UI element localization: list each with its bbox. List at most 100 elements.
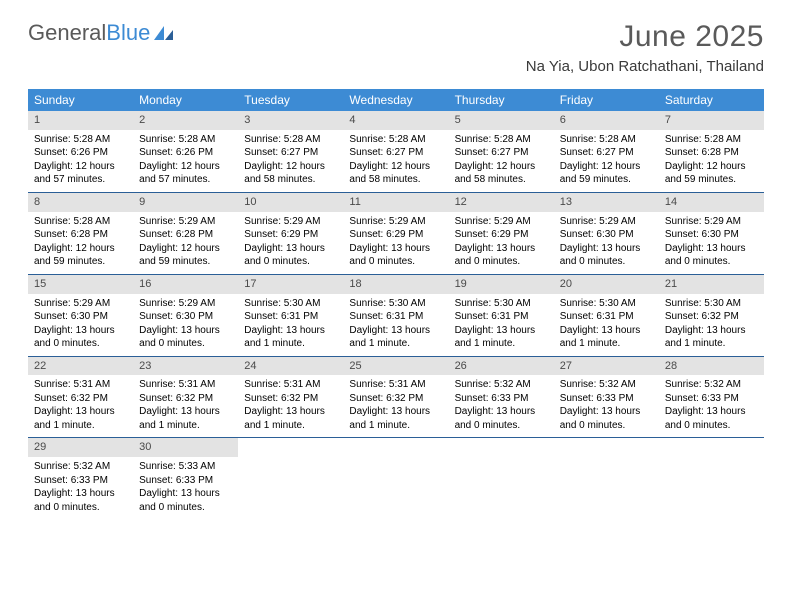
calendar-cell: 26Sunrise: 5:32 AMSunset: 6:33 PMDayligh…: [449, 357, 554, 438]
day-header: Thursday: [449, 89, 554, 111]
day-number: 10: [238, 193, 343, 212]
day-body: Sunrise: 5:29 AMSunset: 6:30 PMDaylight:…: [133, 294, 238, 356]
calendar-week: 15Sunrise: 5:29 AMSunset: 6:30 PMDayligh…: [28, 275, 764, 357]
calendar-week: 22Sunrise: 5:31 AMSunset: 6:32 PMDayligh…: [28, 357, 764, 439]
day-number: 7: [659, 111, 764, 130]
daylight-line: Daylight: 13 hours and 1 minute.: [34, 405, 127, 432]
sunrise-line: Sunrise: 5:28 AM: [139, 133, 232, 147]
day-number: 27: [554, 357, 659, 376]
day-body: Sunrise: 5:28 AMSunset: 6:27 PMDaylight:…: [343, 130, 448, 192]
day-body: Sunrise: 5:33 AMSunset: 6:33 PMDaylight:…: [133, 457, 238, 519]
sunset-line: Sunset: 6:31 PM: [244, 310, 337, 324]
calendar-cell: .: [659, 438, 764, 519]
logo-text-2: Blue: [106, 20, 150, 46]
calendar-cell: 5Sunrise: 5:28 AMSunset: 6:27 PMDaylight…: [449, 111, 554, 192]
day-body: Sunrise: 5:28 AMSunset: 6:28 PMDaylight:…: [659, 130, 764, 192]
day-number: 8: [28, 193, 133, 212]
daylight-line: Daylight: 13 hours and 1 minute.: [455, 324, 548, 351]
day-body: Sunrise: 5:28 AMSunset: 6:27 PMDaylight:…: [554, 130, 659, 192]
calendar-week: 29Sunrise: 5:32 AMSunset: 6:33 PMDayligh…: [28, 438, 764, 519]
sunrise-line: Sunrise: 5:31 AM: [34, 378, 127, 392]
calendar-cell: 18Sunrise: 5:30 AMSunset: 6:31 PMDayligh…: [343, 275, 448, 356]
day-body: Sunrise: 5:30 AMSunset: 6:31 PMDaylight:…: [238, 294, 343, 356]
header: GeneralBlue June 2025 Na Yia, Ubon Ratch…: [0, 0, 792, 79]
sunset-line: Sunset: 6:27 PM: [244, 146, 337, 160]
daylight-line: Daylight: 12 hours and 58 minutes.: [244, 160, 337, 187]
sunset-line: Sunset: 6:27 PM: [560, 146, 653, 160]
daylight-line: Daylight: 12 hours and 57 minutes.: [34, 160, 127, 187]
sunrise-line: Sunrise: 5:28 AM: [665, 133, 758, 147]
sunset-line: Sunset: 6:32 PM: [34, 392, 127, 406]
day-body: Sunrise: 5:32 AMSunset: 6:33 PMDaylight:…: [659, 375, 764, 437]
calendar-cell: 27Sunrise: 5:32 AMSunset: 6:33 PMDayligh…: [554, 357, 659, 438]
day-number: 3: [238, 111, 343, 130]
sunrise-line: Sunrise: 5:29 AM: [349, 215, 442, 229]
calendar-cell: .: [554, 438, 659, 519]
sunrise-line: Sunrise: 5:30 AM: [349, 297, 442, 311]
daylight-line: Daylight: 13 hours and 0 minutes.: [349, 242, 442, 269]
day-header: Sunday: [28, 89, 133, 111]
day-body: Sunrise: 5:31 AMSunset: 6:32 PMDaylight:…: [343, 375, 448, 437]
sunrise-line: Sunrise: 5:28 AM: [560, 133, 653, 147]
daylight-line: Daylight: 12 hours and 59 minutes.: [34, 242, 127, 269]
daylight-line: Daylight: 12 hours and 58 minutes.: [455, 160, 548, 187]
sunset-line: Sunset: 6:33 PM: [560, 392, 653, 406]
daylight-line: Daylight: 12 hours and 58 minutes.: [349, 160, 442, 187]
calendar-cell: 12Sunrise: 5:29 AMSunset: 6:29 PMDayligh…: [449, 193, 554, 274]
calendar-cell: 13Sunrise: 5:29 AMSunset: 6:30 PMDayligh…: [554, 193, 659, 274]
day-body: Sunrise: 5:29 AMSunset: 6:30 PMDaylight:…: [659, 212, 764, 274]
daylight-line: Daylight: 13 hours and 1 minute.: [139, 405, 232, 432]
calendar-cell: 15Sunrise: 5:29 AMSunset: 6:30 PMDayligh…: [28, 275, 133, 356]
calendar-cell: 24Sunrise: 5:31 AMSunset: 6:32 PMDayligh…: [238, 357, 343, 438]
title-block: June 2025 Na Yia, Ubon Ratchathani, Thai…: [526, 20, 764, 75]
calendar-cell: 6Sunrise: 5:28 AMSunset: 6:27 PMDaylight…: [554, 111, 659, 192]
sunrise-line: Sunrise: 5:32 AM: [665, 378, 758, 392]
day-header: Tuesday: [238, 89, 343, 111]
sunset-line: Sunset: 6:26 PM: [34, 146, 127, 160]
calendar-cell: 20Sunrise: 5:30 AMSunset: 6:31 PMDayligh…: [554, 275, 659, 356]
calendar-cell: 1Sunrise: 5:28 AMSunset: 6:26 PMDaylight…: [28, 111, 133, 192]
daylight-line: Daylight: 12 hours and 59 minutes.: [665, 160, 758, 187]
calendar-cell: 23Sunrise: 5:31 AMSunset: 6:32 PMDayligh…: [133, 357, 238, 438]
calendar: SundayMondayTuesdayWednesdayThursdayFrid…: [28, 89, 764, 519]
day-number: 30: [133, 438, 238, 457]
sunset-line: Sunset: 6:28 PM: [665, 146, 758, 160]
day-body: Sunrise: 5:31 AMSunset: 6:32 PMDaylight:…: [28, 375, 133, 437]
calendar-cell: 21Sunrise: 5:30 AMSunset: 6:32 PMDayligh…: [659, 275, 764, 356]
sunset-line: Sunset: 6:28 PM: [34, 228, 127, 242]
sunset-line: Sunset: 6:31 PM: [455, 310, 548, 324]
sunset-line: Sunset: 6:32 PM: [349, 392, 442, 406]
day-body: Sunrise: 5:28 AMSunset: 6:26 PMDaylight:…: [133, 130, 238, 192]
sunrise-line: Sunrise: 5:32 AM: [560, 378, 653, 392]
calendar-cell: .: [449, 438, 554, 519]
daylight-line: Daylight: 13 hours and 0 minutes.: [139, 324, 232, 351]
day-body: Sunrise: 5:30 AMSunset: 6:32 PMDaylight:…: [659, 294, 764, 356]
daylight-line: Daylight: 13 hours and 0 minutes.: [34, 487, 127, 514]
sunrise-line: Sunrise: 5:29 AM: [139, 215, 232, 229]
day-number: 29: [28, 438, 133, 457]
calendar-cell: 16Sunrise: 5:29 AMSunset: 6:30 PMDayligh…: [133, 275, 238, 356]
sunset-line: Sunset: 6:30 PM: [560, 228, 653, 242]
sunrise-line: Sunrise: 5:32 AM: [34, 460, 127, 474]
day-header: Saturday: [659, 89, 764, 111]
day-body: Sunrise: 5:28 AMSunset: 6:26 PMDaylight:…: [28, 130, 133, 192]
daylight-line: Daylight: 13 hours and 0 minutes.: [455, 242, 548, 269]
day-body: Sunrise: 5:29 AMSunset: 6:30 PMDaylight:…: [28, 294, 133, 356]
location-text: Na Yia, Ubon Ratchathani, Thailand: [526, 58, 764, 75]
day-header: Wednesday: [343, 89, 448, 111]
daylight-line: Daylight: 13 hours and 0 minutes.: [455, 405, 548, 432]
sunset-line: Sunset: 6:27 PM: [349, 146, 442, 160]
sunrise-line: Sunrise: 5:33 AM: [139, 460, 232, 474]
day-number: 12: [449, 193, 554, 212]
calendar-week: 8Sunrise: 5:28 AMSunset: 6:28 PMDaylight…: [28, 193, 764, 275]
sunset-line: Sunset: 6:31 PM: [349, 310, 442, 324]
day-body: Sunrise: 5:29 AMSunset: 6:29 PMDaylight:…: [343, 212, 448, 274]
day-number: 14: [659, 193, 764, 212]
sunset-line: Sunset: 6:30 PM: [34, 310, 127, 324]
day-header: Monday: [133, 89, 238, 111]
calendar-cell: 28Sunrise: 5:32 AMSunset: 6:33 PMDayligh…: [659, 357, 764, 438]
day-body: Sunrise: 5:32 AMSunset: 6:33 PMDaylight:…: [554, 375, 659, 437]
day-body: Sunrise: 5:29 AMSunset: 6:29 PMDaylight:…: [449, 212, 554, 274]
calendar-cell: .: [238, 438, 343, 519]
sunrise-line: Sunrise: 5:28 AM: [34, 133, 127, 147]
